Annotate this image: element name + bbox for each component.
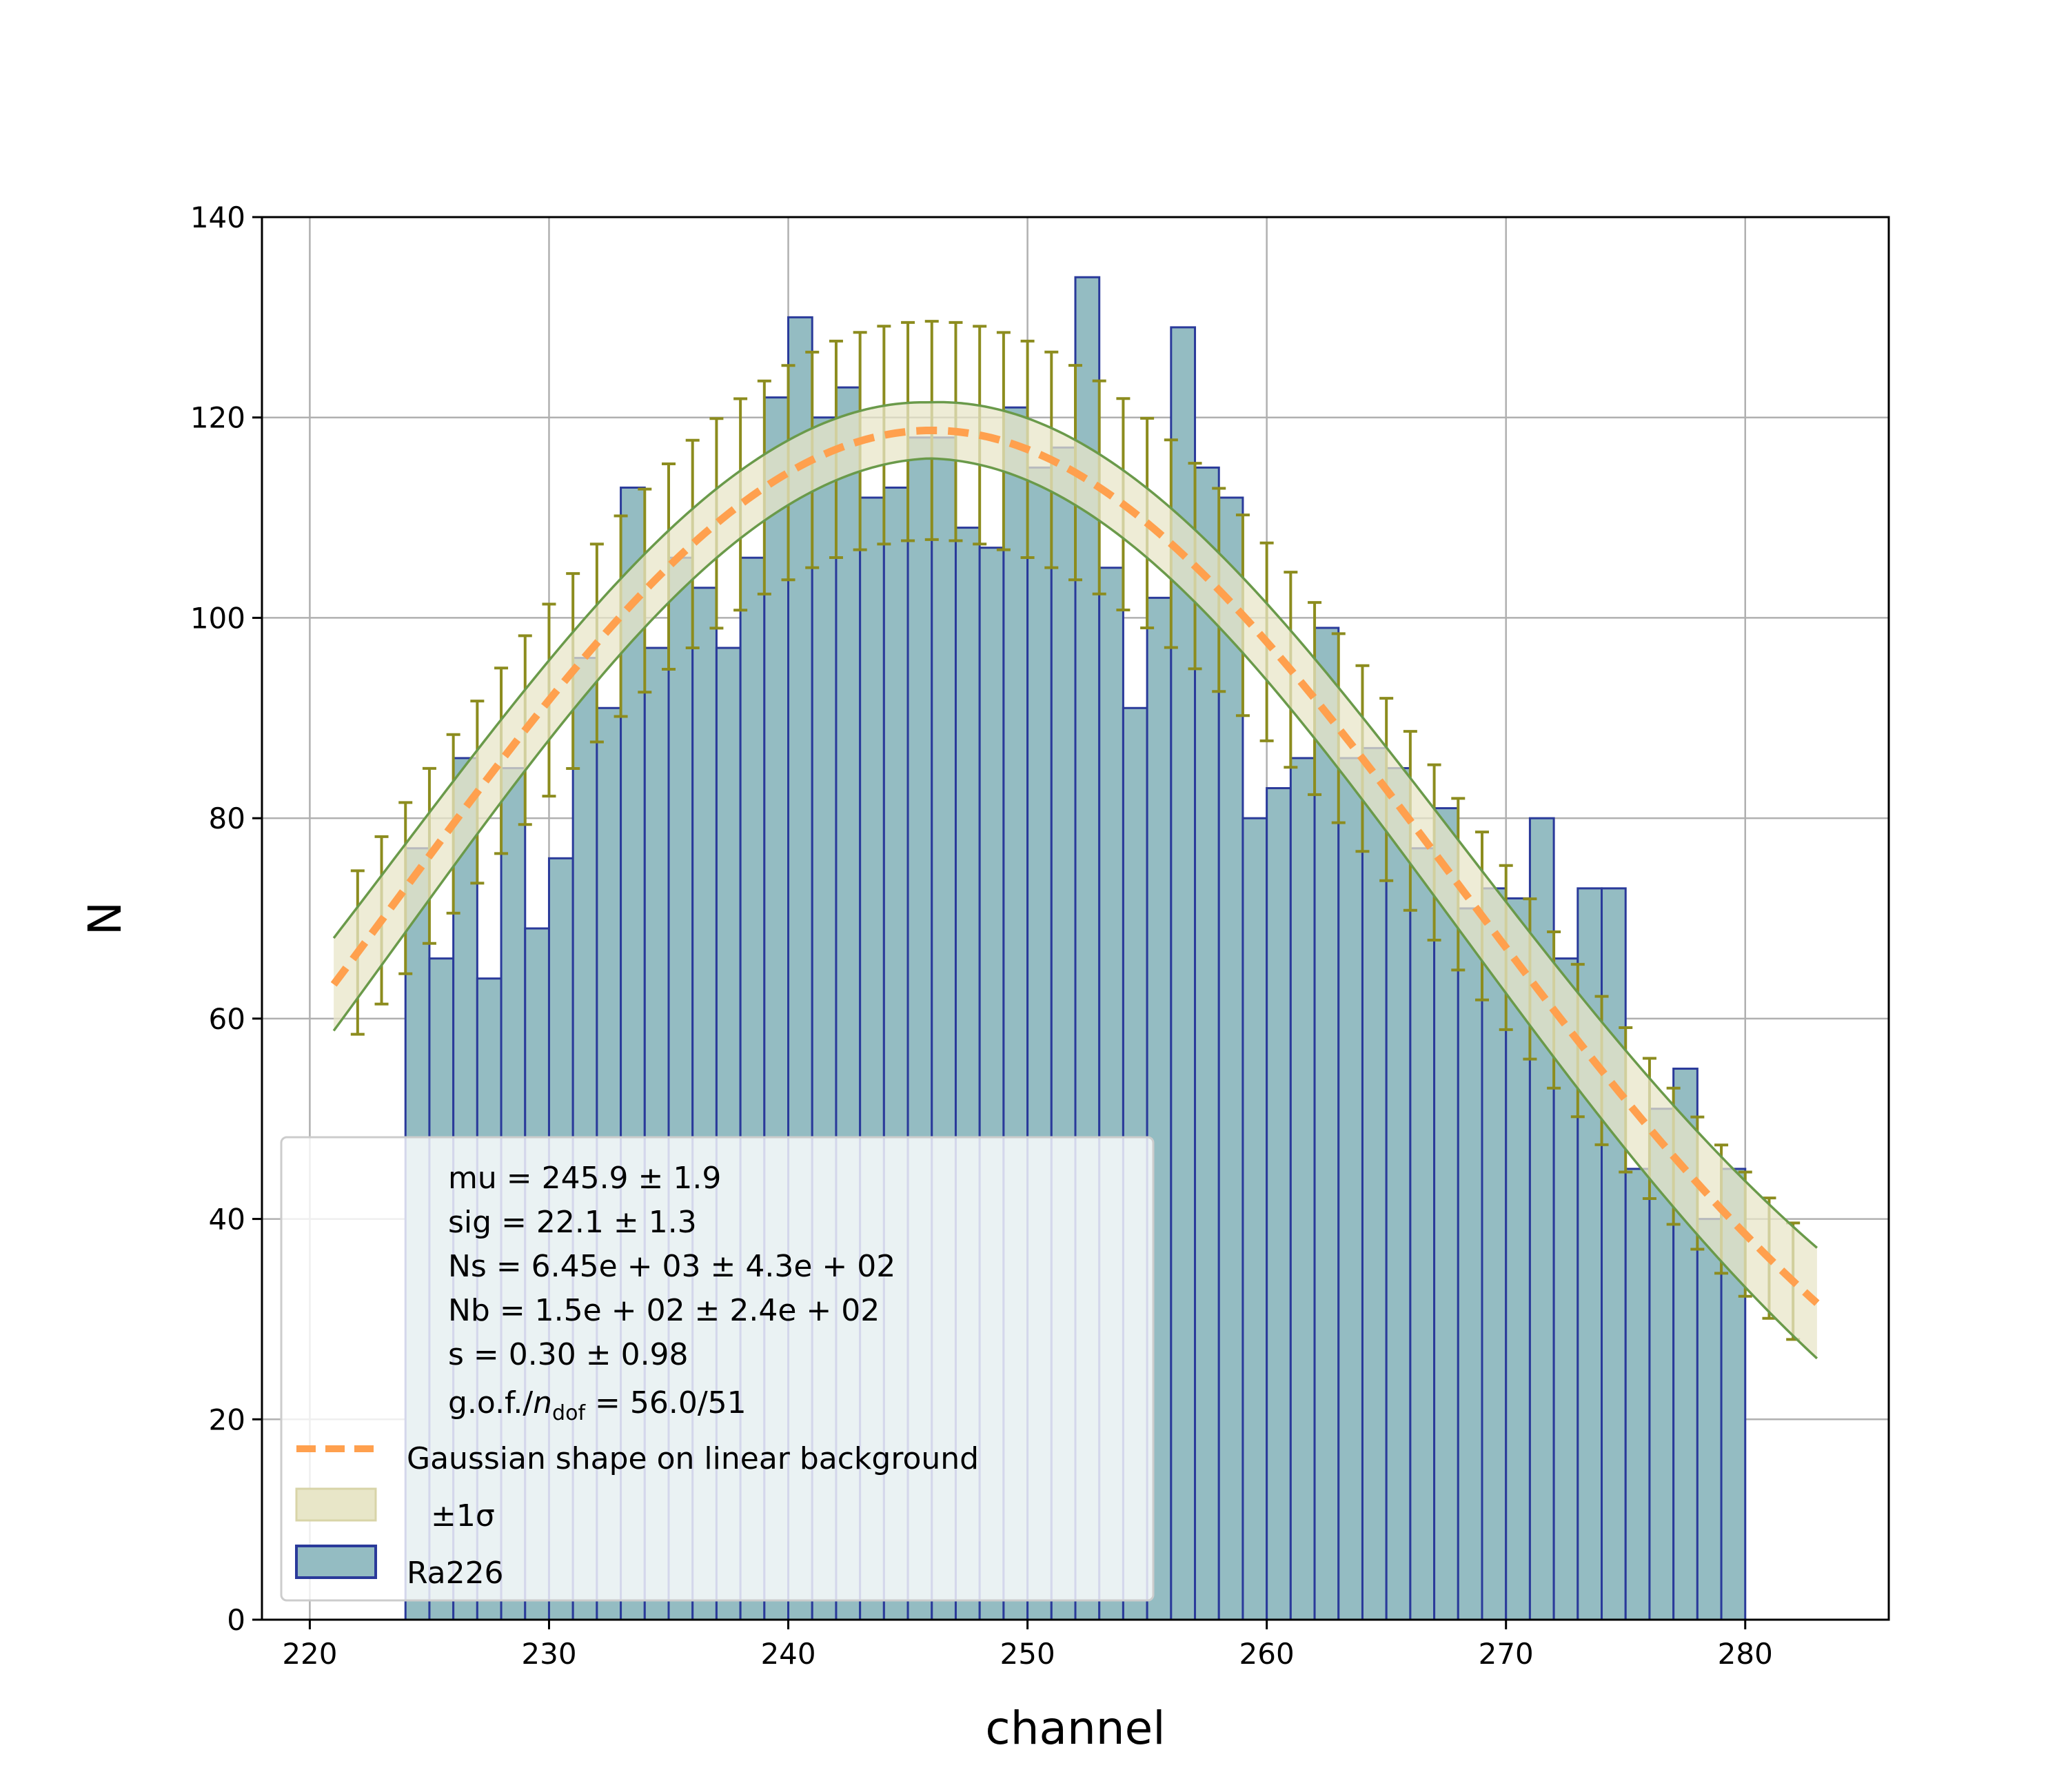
histogram-bar [1337,757,1364,1621]
histogram-bar [1361,746,1388,1621]
histogram-bar [1409,847,1436,1621]
sigma-band-upper [332,400,1818,1249]
legend-box [280,1136,1155,1602]
histogram-bar [1481,887,1508,1621]
x-tick-label: 270 [1479,1637,1534,1671]
legend-param-nb: Nb = 1.5e + 02 ± 2.4e + 02 [448,1293,880,1328]
y-tick-label: 100 [190,601,245,635]
histogram-bar [1313,627,1340,1621]
y-tick-label: 80 [209,802,245,835]
x-tick-label: 280 [1718,1637,1773,1671]
y-tick-label: 20 [209,1403,245,1436]
x-tick-label: 240 [760,1637,815,1671]
legend: mu = 245.9 ± 1.9 sig = 22.1 ± 1.3 Ns = 6… [280,1136,1155,1602]
histogram-bar [1217,496,1244,1621]
histogram-bar [1241,817,1268,1621]
legend-hist-swatch [295,1545,377,1579]
legend-param-ns: Ns = 6.45e + 03 ± 4.3e + 02 [448,1249,895,1284]
legend-band-label: ±1σ [431,1498,495,1534]
x-tick-label: 250 [1000,1637,1055,1671]
x-tick-label: 220 [282,1637,337,1671]
legend-hist-label: Ra226 [407,1556,504,1591]
histogram-bar [1601,887,1627,1621]
y-tick-label: 0 [227,1603,245,1637]
histogram-bar [1457,907,1483,1621]
legend-gof-sub: dof [552,1401,586,1425]
sigma-band-lower [332,457,1818,1360]
x-axis-ticks: 220 230 240 250 260 270 280 [282,1620,1773,1671]
legend-fit-label: Gaussian shape on linear background [407,1441,979,1476]
histogram-bar [1696,1218,1723,1621]
legend-gof: g.o.f./ndof = 56.0/51 [448,1385,747,1425]
fit-sigma-band [332,400,1818,1360]
histogram-bar [1385,766,1412,1621]
histogram-bar [1505,897,1531,1621]
histogram-bar [1289,757,1316,1621]
x-tick-label: 230 [521,1637,576,1671]
legend-gof-prefix: g.o.f./ [448,1385,533,1421]
y-tick-label: 60 [209,1002,245,1036]
y-axis-ticks: 0 20 40 60 80 100 120 140 [190,201,262,1637]
legend-gof-n: n [533,1385,552,1421]
fit-curve [330,426,1820,1306]
legend-band-swatch [295,1487,377,1522]
legend-gof-value: = 56.0/51 [585,1385,747,1421]
x-axis-label: channel [985,1702,1165,1755]
histogram-bar [1194,466,1220,1621]
y-axis-label: N [79,902,132,935]
x-tick-label: 260 [1239,1637,1295,1671]
legend-param-s: s = 0.30 ± 0.98 [448,1337,689,1372]
fit-curve-line [330,426,1820,1306]
y-tick-label: 120 [190,401,245,435]
y-tick-label: 40 [209,1203,245,1236]
legend-param-mu: mu = 245.9 ± 1.9 [448,1161,721,1196]
histogram-bar [1624,1168,1651,1621]
legend-param-sig: sig = 22.1 ± 1.3 [448,1205,697,1240]
y-tick-label: 140 [190,201,245,234]
histogram-bar [1266,787,1292,1621]
histogram-bar [1433,807,1459,1621]
plot-frame [261,216,1890,1621]
